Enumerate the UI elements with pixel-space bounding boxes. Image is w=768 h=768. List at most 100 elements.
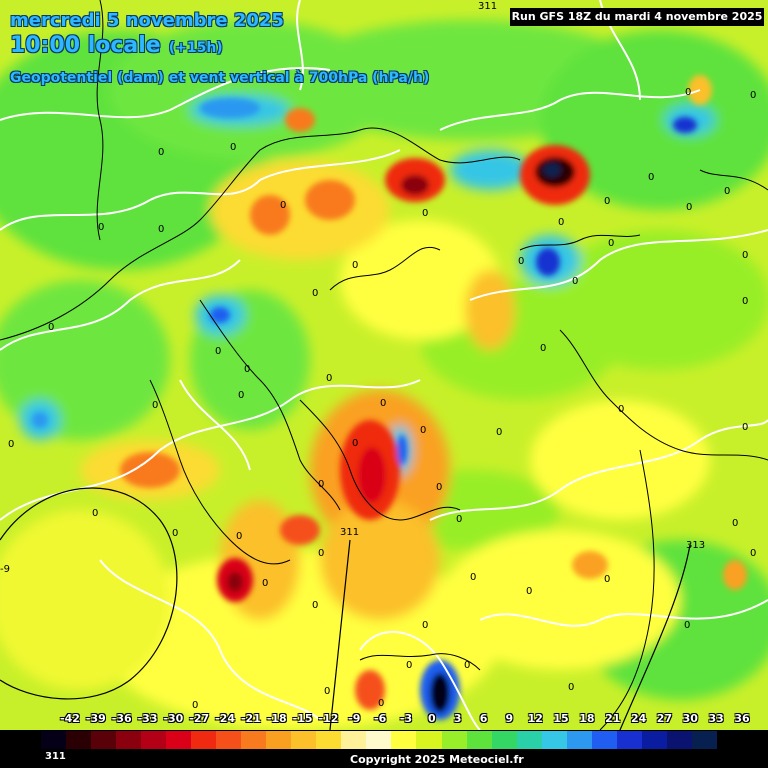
legend-swatch	[41, 731, 67, 749]
svg-text:0: 0	[172, 528, 178, 539]
intense-cores	[32, 75, 747, 720]
svg-text:0: 0	[422, 208, 428, 219]
svg-text:0: 0	[684, 620, 690, 631]
legend-value: -3	[399, 712, 413, 725]
legend-swatch	[491, 731, 517, 749]
svg-text:0: 0	[244, 364, 250, 375]
local-time: 10:00 locale	[10, 33, 161, 58]
svg-text:0: 0	[262, 578, 268, 589]
svg-text:0: 0	[608, 238, 614, 249]
svg-text:0: 0	[98, 222, 104, 233]
legend-swatch	[341, 731, 367, 749]
legend-value: -33	[137, 712, 158, 725]
svg-text:0: 0	[618, 404, 624, 415]
copyright-text: Copyright 2025 Meteociel.fr	[350, 753, 524, 766]
svg-text:0: 0	[518, 256, 524, 267]
legend-swatch	[441, 731, 467, 749]
svg-text:0: 0	[158, 224, 164, 235]
svg-text:0: 0	[158, 147, 164, 158]
svg-text:0: 0	[750, 90, 756, 101]
legend-value: -12	[318, 712, 339, 725]
svg-text:0: 0	[422, 620, 428, 631]
legend-swatch	[541, 731, 567, 749]
geopotential-contours	[0, 487, 691, 731]
svg-text:0: 0	[742, 296, 748, 307]
svg-text:0: 0	[750, 548, 756, 559]
legend-value: 27	[656, 712, 673, 725]
svg-text:0: 0	[742, 422, 748, 433]
color-scale-bar	[40, 730, 718, 750]
legend-swatch	[416, 731, 442, 749]
svg-text:0: 0	[496, 427, 502, 438]
legend-swatch	[316, 731, 342, 749]
legend-value: -36	[111, 712, 132, 725]
svg-text:0: 0	[92, 508, 98, 519]
svg-text:0: 0	[436, 482, 442, 493]
svg-text:0: 0	[280, 200, 286, 211]
svg-text:-9: -9	[0, 564, 10, 575]
legend-swatch	[216, 731, 242, 749]
field-description: Geopotentiel (dam) et vent vertical à 70…	[10, 70, 430, 86]
legend-swatch	[591, 731, 617, 749]
legend-value: -24	[215, 712, 235, 725]
svg-text:0: 0	[312, 288, 318, 299]
svg-text:313: 313	[686, 540, 705, 551]
lead-time: (+15h)	[168, 40, 223, 56]
legend-swatch	[641, 731, 667, 749]
legend-value: 33	[708, 712, 724, 725]
forecast-date: mercredi 5 novembre 2025	[10, 10, 284, 31]
coastlines	[0, 0, 768, 731]
svg-text:0: 0	[685, 87, 691, 98]
forecast-time: 10:00 locale (+15h)	[10, 33, 223, 58]
svg-text:0: 0	[238, 390, 244, 401]
svg-text:0: 0	[152, 400, 158, 411]
svg-text:0: 0	[456, 514, 462, 525]
svg-text:0: 0	[8, 439, 14, 450]
svg-text:0: 0	[604, 574, 610, 585]
legend-value: 21	[605, 712, 621, 725]
legend-value: 12	[527, 712, 543, 725]
svg-text:0: 0	[470, 572, 476, 583]
svg-text:0: 0	[648, 172, 654, 183]
legend-swatch	[266, 731, 292, 749]
legend-swatch	[666, 731, 692, 749]
legend-value: -42	[60, 712, 80, 725]
legend-swatch	[91, 731, 117, 749]
svg-text:0: 0	[378, 698, 384, 709]
legend-value: -9	[348, 712, 361, 725]
legend-swatch	[566, 731, 592, 749]
legend-value: 18	[579, 712, 595, 725]
legend-swatch	[166, 731, 192, 749]
legend-value: -30	[163, 712, 184, 725]
svg-text:0: 0	[732, 518, 738, 529]
legend-value: 24	[630, 712, 647, 725]
svg-text:0: 0	[464, 660, 470, 671]
svg-text:0: 0	[568, 682, 574, 693]
legend-value: 30	[682, 712, 698, 725]
legend-value: 9	[505, 712, 514, 725]
vertical-velocity-field	[0, 20, 768, 730]
svg-text:0: 0	[380, 398, 386, 409]
svg-text:0: 0	[420, 425, 426, 436]
legend-value: 0	[428, 712, 436, 725]
legend-bottom-value: 311	[45, 751, 66, 762]
legend-swatch	[516, 731, 542, 749]
svg-text:0: 0	[742, 250, 748, 261]
svg-text:0: 0	[406, 660, 412, 671]
legend-value: -6	[374, 712, 387, 725]
legend-swatch	[391, 731, 417, 749]
legend-swatch	[191, 731, 217, 749]
svg-text:0: 0	[318, 548, 324, 559]
svg-text:0: 0	[318, 479, 324, 490]
svg-text:311: 311	[340, 527, 359, 538]
legend-value: -15	[292, 712, 313, 725]
legend-value: 15	[553, 712, 569, 725]
legend-value: -39	[85, 712, 106, 725]
svg-text:0: 0	[230, 142, 236, 153]
svg-text:0: 0	[686, 202, 692, 213]
legend-values: -42 -39 -36 -33 -30 -27 -24 -21 -18 -15 -12 -9 -6 -3 0…	[40, 712, 760, 728]
svg-text:0: 0	[352, 260, 358, 271]
svg-text:0: 0	[48, 322, 54, 333]
legend-value: 6	[479, 712, 488, 725]
legend-swatch	[616, 731, 642, 749]
